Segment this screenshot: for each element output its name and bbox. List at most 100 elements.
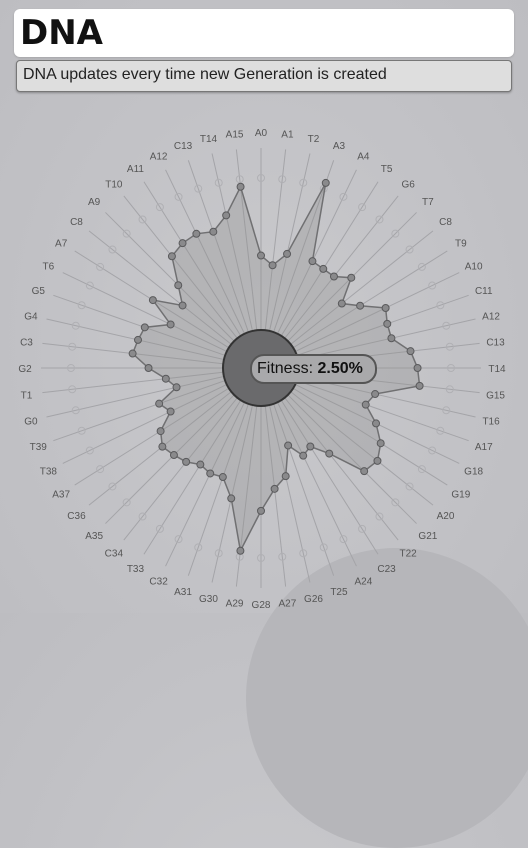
guide-point-C23: [358, 524, 367, 533]
title-card: DNA: [14, 9, 514, 57]
axis-label-G18: G18: [464, 466, 483, 477]
data-point-G28: [257, 506, 265, 515]
axis-label-T2: T2: [308, 134, 320, 145]
guide-point-T33: [155, 524, 164, 533]
data-point-A15: [236, 182, 245, 191]
data-point-T9: [356, 301, 365, 310]
axis-label-A1: A1: [281, 129, 294, 140]
axis-label-A37: A37: [52, 490, 70, 501]
data-point-A3: [321, 178, 330, 187]
guide-point-A37: [96, 465, 105, 474]
axis-label-G30: G30: [199, 594, 218, 605]
guide-point-A31: [194, 543, 203, 552]
guide-point-C32: [174, 535, 183, 544]
data-point-C11: [383, 319, 392, 328]
axis-label-T22: T22: [400, 549, 418, 560]
axis-label-C34: C34: [105, 549, 124, 560]
guide-point-T10: [138, 215, 147, 224]
data-point-G6: [329, 272, 338, 281]
guide-point-C8: [405, 245, 414, 254]
axis-label-T16: T16: [482, 417, 500, 428]
axis-label-A20: A20: [437, 511, 455, 522]
axis-label-G2: G2: [18, 364, 32, 375]
data-point-T7: [347, 273, 356, 282]
data-point-C8: [337, 299, 346, 308]
data-point-T16: [371, 390, 380, 399]
axis-label-T38: T38: [40, 466, 58, 477]
axis-label-A12: A12: [482, 311, 500, 322]
data-point-A11: [178, 239, 187, 248]
axis-label-T39: T39: [30, 442, 48, 453]
axis-label-A0: A0: [255, 128, 268, 139]
axis-label-A11: A11: [127, 164, 144, 175]
data-point-C3: [128, 349, 137, 358]
guide-point-T7: [391, 229, 400, 238]
guide-point-G2: [67, 364, 75, 372]
axis-label-A29: A29: [226, 599, 244, 610]
axis-label-G19: G19: [451, 490, 470, 501]
guide-point-C34: [138, 512, 147, 521]
guide-point-A17: [436, 426, 445, 435]
data-point-T1: [161, 374, 170, 383]
axis-label-A27: A27: [279, 599, 297, 610]
guide-point-A12: [174, 192, 183, 201]
subtitle-bar: DNA updates every time new Generation is…: [16, 60, 512, 92]
guide-point-T25: [319, 543, 328, 552]
guide-point-A12: [442, 321, 451, 330]
data-point-T10: [167, 252, 176, 261]
axis-label-T5: T5: [381, 164, 393, 175]
guide-point-T9: [417, 262, 426, 271]
axis-label-T33: T33: [127, 564, 145, 575]
guide-point-A7: [96, 262, 105, 271]
data-point-A27: [270, 484, 279, 493]
data-point-C34: [182, 457, 191, 466]
guide-point-C13: [194, 184, 203, 193]
guide-point-G5: [77, 301, 86, 310]
guide-point-T16: [442, 406, 451, 415]
axis-label-C13: C13: [486, 338, 505, 349]
guide-point-A20: [405, 482, 414, 491]
data-point-T22: [325, 449, 334, 458]
axis-label-G15: G15: [486, 390, 505, 401]
guide-point-G18: [428, 446, 437, 455]
axis-label-T7: T7: [422, 197, 434, 208]
data-point-C8: [178, 301, 187, 310]
guide-point-G30: [214, 549, 223, 558]
data-point-G0: [172, 383, 181, 392]
axis-label-G28: G28: [252, 600, 271, 611]
guide-point-G21: [391, 498, 400, 507]
axis-label-A9: A9: [88, 197, 101, 208]
data-point-A24: [299, 451, 308, 460]
axis-label-C13: C13: [174, 141, 193, 152]
axis-label-A10: A10: [465, 262, 483, 273]
data-point-A37: [156, 427, 165, 436]
data-point-G19: [376, 439, 385, 448]
guide-point-C8: [108, 245, 117, 254]
axis-label-C8: C8: [439, 217, 452, 228]
axis-label-T10: T10: [105, 179, 123, 190]
guide-point-G28: [257, 554, 265, 562]
data-point-T14: [222, 211, 231, 220]
axis-label-A24: A24: [354, 577, 372, 588]
data-point-T39: [155, 399, 164, 408]
data-point-A0: [257, 251, 265, 260]
guide-point-A4: [339, 192, 348, 201]
subtitle-text: DNA updates every time new Generation is…: [23, 66, 387, 83]
data-point-A10: [381, 303, 390, 312]
data-point-A20: [373, 456, 382, 465]
axis-label-T1: T1: [21, 390, 33, 401]
axis-label-T14: T14: [488, 364, 506, 375]
axis-label-C32: C32: [149, 577, 168, 588]
guide-point-G6: [375, 215, 384, 224]
data-point-G18: [372, 419, 381, 428]
guide-point-A27: [278, 552, 287, 561]
guide-point-T39: [77, 426, 86, 435]
guide-point-A1: [278, 175, 287, 184]
data-point-T2: [283, 249, 292, 258]
axis-label-A35: A35: [85, 531, 103, 542]
data-point-A35: [169, 451, 178, 460]
fitness-badge: Fitness: 2.50%: [250, 354, 377, 384]
guide-point-T6: [85, 281, 94, 290]
data-point-T6: [166, 320, 175, 329]
guide-point-A35: [122, 498, 131, 507]
